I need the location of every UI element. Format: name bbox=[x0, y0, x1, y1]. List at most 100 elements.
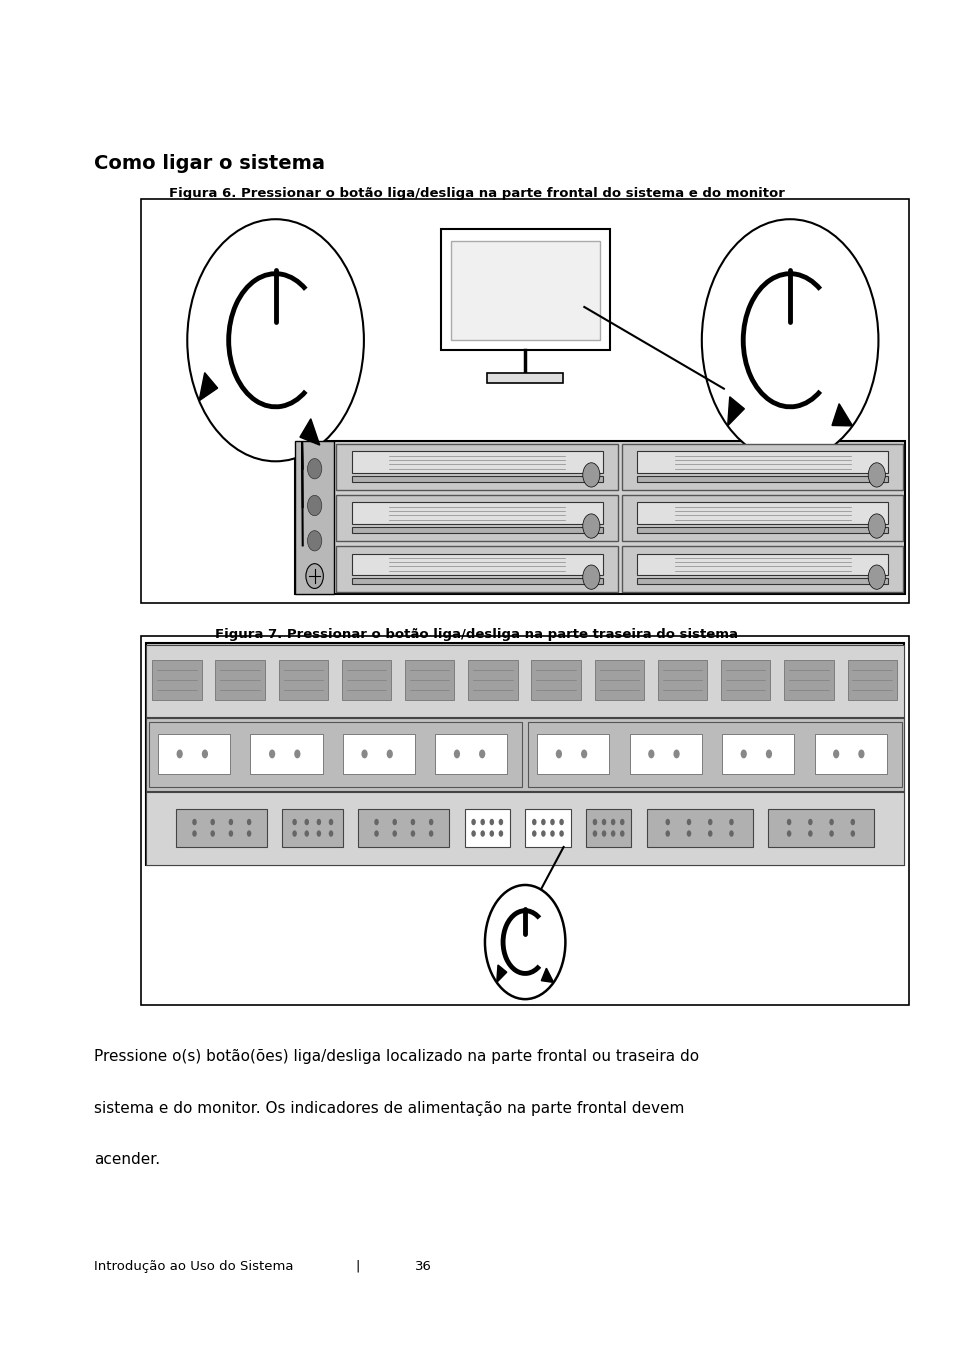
Circle shape bbox=[498, 819, 502, 825]
Circle shape bbox=[304, 830, 309, 837]
Circle shape bbox=[807, 819, 812, 825]
Circle shape bbox=[386, 750, 393, 758]
FancyBboxPatch shape bbox=[637, 554, 887, 575]
FancyBboxPatch shape bbox=[352, 475, 602, 482]
Circle shape bbox=[211, 830, 214, 837]
Circle shape bbox=[828, 819, 833, 825]
Circle shape bbox=[619, 819, 624, 825]
FancyBboxPatch shape bbox=[352, 578, 602, 585]
Circle shape bbox=[580, 750, 587, 758]
Circle shape bbox=[786, 830, 791, 837]
Text: Introdução ao Uso do Sistema: Introdução ao Uso do Sistema bbox=[94, 1259, 294, 1273]
Circle shape bbox=[292, 830, 296, 837]
Circle shape bbox=[558, 830, 563, 837]
Circle shape bbox=[592, 819, 597, 825]
FancyBboxPatch shape bbox=[621, 496, 902, 540]
FancyBboxPatch shape bbox=[814, 734, 885, 774]
Circle shape bbox=[707, 830, 712, 837]
FancyBboxPatch shape bbox=[336, 546, 618, 592]
FancyBboxPatch shape bbox=[487, 372, 562, 383]
FancyBboxPatch shape bbox=[594, 659, 643, 700]
Circle shape bbox=[582, 565, 599, 589]
FancyBboxPatch shape bbox=[537, 734, 609, 774]
Circle shape bbox=[850, 830, 854, 837]
Polygon shape bbox=[727, 397, 743, 427]
Polygon shape bbox=[299, 418, 319, 445]
FancyBboxPatch shape bbox=[278, 659, 328, 700]
FancyBboxPatch shape bbox=[176, 808, 267, 848]
Circle shape bbox=[304, 819, 309, 825]
FancyBboxPatch shape bbox=[158, 734, 230, 774]
FancyBboxPatch shape bbox=[646, 808, 752, 848]
Circle shape bbox=[867, 515, 884, 538]
Circle shape bbox=[858, 750, 863, 758]
FancyBboxPatch shape bbox=[251, 734, 322, 774]
Circle shape bbox=[765, 750, 771, 758]
Circle shape bbox=[192, 819, 196, 825]
Circle shape bbox=[728, 819, 733, 825]
Circle shape bbox=[229, 830, 233, 837]
FancyBboxPatch shape bbox=[294, 441, 904, 594]
FancyBboxPatch shape bbox=[767, 808, 873, 848]
Circle shape bbox=[374, 830, 378, 837]
FancyBboxPatch shape bbox=[141, 636, 908, 1005]
FancyBboxPatch shape bbox=[146, 643, 903, 865]
Circle shape bbox=[307, 531, 321, 551]
FancyBboxPatch shape bbox=[336, 444, 618, 490]
Circle shape bbox=[610, 819, 615, 825]
Circle shape bbox=[316, 819, 321, 825]
FancyBboxPatch shape bbox=[464, 808, 510, 848]
FancyBboxPatch shape bbox=[451, 241, 598, 340]
Circle shape bbox=[582, 515, 599, 538]
Ellipse shape bbox=[187, 219, 363, 462]
Circle shape bbox=[211, 819, 214, 825]
Polygon shape bbox=[497, 965, 506, 983]
FancyBboxPatch shape bbox=[468, 659, 517, 700]
FancyBboxPatch shape bbox=[294, 441, 335, 594]
FancyBboxPatch shape bbox=[531, 659, 580, 700]
FancyBboxPatch shape bbox=[637, 502, 887, 524]
FancyBboxPatch shape bbox=[435, 734, 507, 774]
Text: Como ligar o sistema: Como ligar o sistema bbox=[94, 154, 325, 173]
Circle shape bbox=[247, 819, 252, 825]
Circle shape bbox=[686, 819, 691, 825]
Circle shape bbox=[471, 819, 476, 825]
Circle shape bbox=[489, 819, 494, 825]
FancyBboxPatch shape bbox=[527, 722, 901, 787]
FancyBboxPatch shape bbox=[637, 451, 887, 473]
FancyBboxPatch shape bbox=[352, 451, 602, 473]
FancyBboxPatch shape bbox=[721, 734, 793, 774]
Circle shape bbox=[532, 830, 536, 837]
Circle shape bbox=[478, 750, 485, 758]
FancyBboxPatch shape bbox=[342, 734, 415, 774]
Circle shape bbox=[229, 819, 233, 825]
Circle shape bbox=[489, 830, 494, 837]
Circle shape bbox=[307, 496, 321, 516]
Circle shape bbox=[484, 886, 565, 999]
Circle shape bbox=[471, 830, 476, 837]
Circle shape bbox=[707, 819, 712, 825]
Circle shape bbox=[601, 819, 606, 825]
Text: sistema e do monitor. Os indicadores de alimentação na parte frontal devem: sistema e do monitor. Os indicadores de … bbox=[94, 1101, 684, 1116]
FancyBboxPatch shape bbox=[621, 546, 902, 592]
FancyBboxPatch shape bbox=[720, 659, 770, 700]
Circle shape bbox=[807, 830, 812, 837]
Circle shape bbox=[392, 830, 396, 837]
FancyBboxPatch shape bbox=[358, 808, 449, 848]
FancyBboxPatch shape bbox=[141, 199, 908, 603]
Circle shape bbox=[850, 819, 854, 825]
Circle shape bbox=[329, 819, 333, 825]
FancyBboxPatch shape bbox=[585, 808, 631, 848]
FancyBboxPatch shape bbox=[146, 792, 903, 865]
Circle shape bbox=[410, 830, 415, 837]
FancyBboxPatch shape bbox=[282, 808, 343, 848]
FancyBboxPatch shape bbox=[637, 527, 887, 533]
Circle shape bbox=[480, 819, 484, 825]
Polygon shape bbox=[831, 403, 852, 427]
FancyBboxPatch shape bbox=[146, 719, 903, 791]
FancyBboxPatch shape bbox=[783, 659, 833, 700]
Circle shape bbox=[540, 830, 545, 837]
Text: Figura 7. Pressionar o botão liga/desliga na parte traseira do sistema: Figura 7. Pressionar o botão liga/deslig… bbox=[215, 628, 738, 642]
Circle shape bbox=[828, 830, 833, 837]
FancyBboxPatch shape bbox=[637, 475, 887, 482]
